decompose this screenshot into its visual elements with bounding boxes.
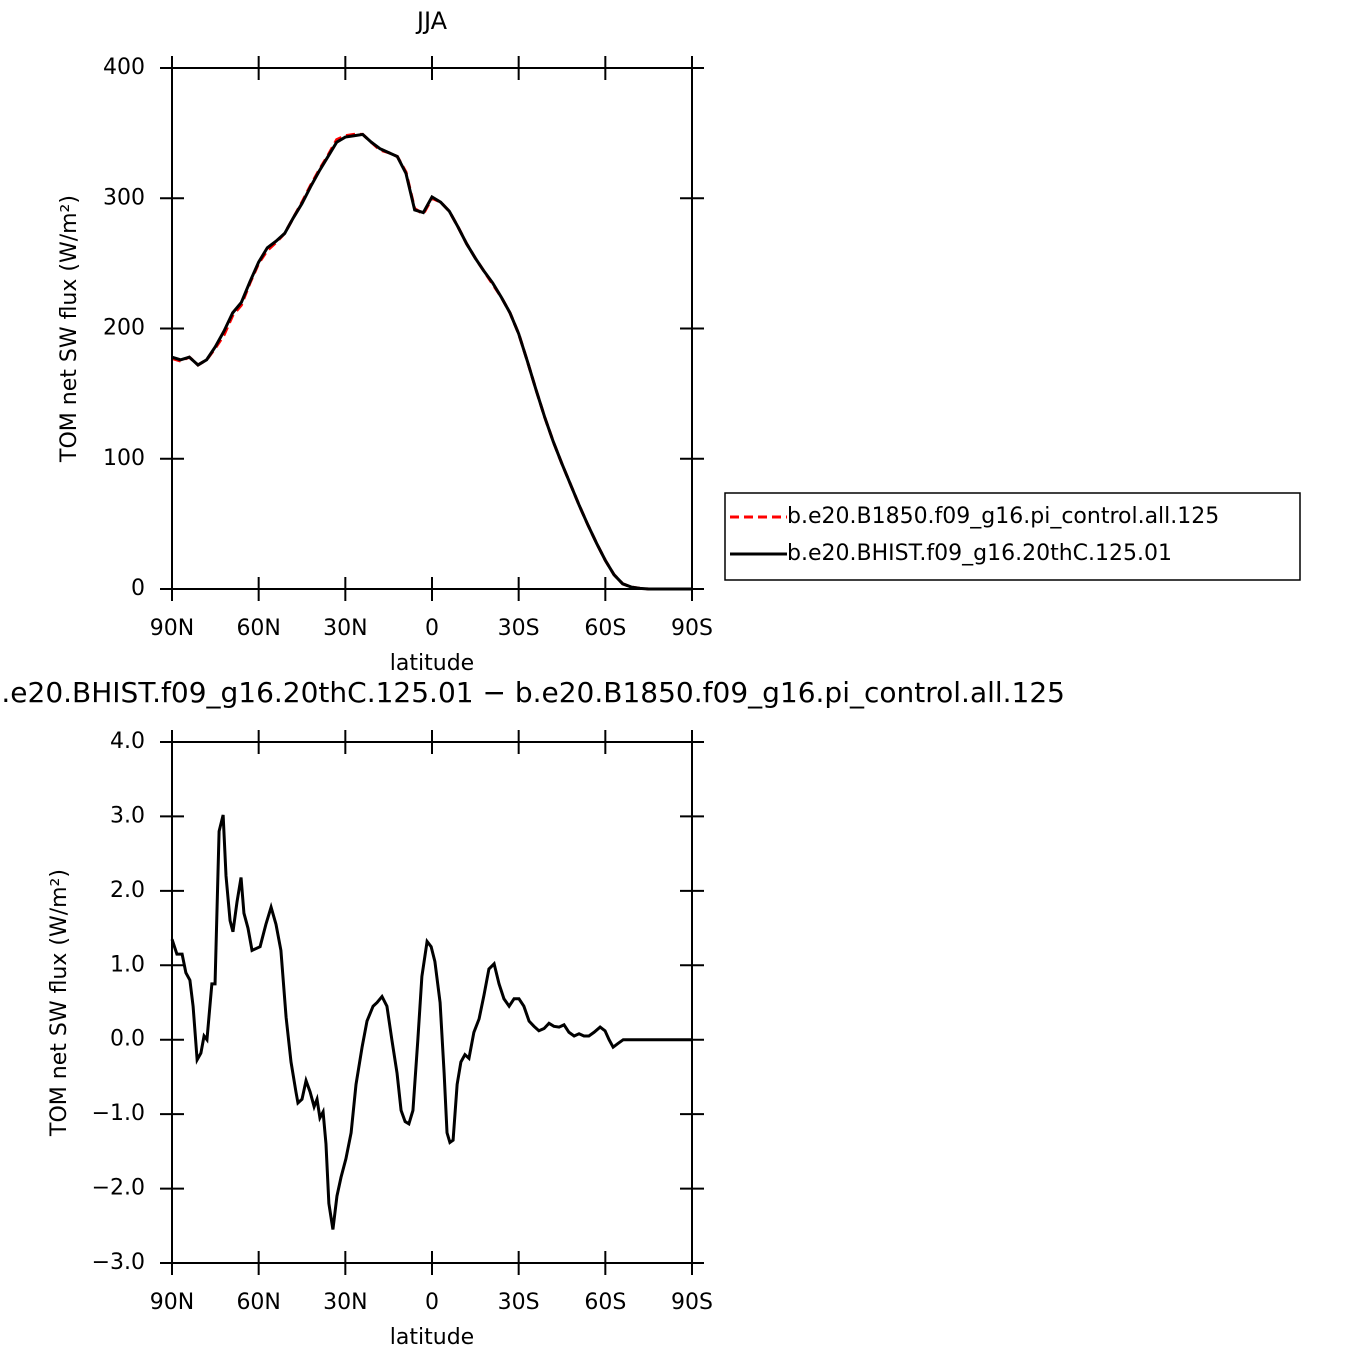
x-tick-label: 30N (323, 1290, 367, 1315)
y-tick-label: 0.0 (110, 1027, 145, 1052)
legend-label: b.e20.B1850.f09_g16.pi_control.all.125 (787, 504, 1219, 529)
legend-box (724, 492, 1301, 581)
x-axis-label: latitude (390, 651, 474, 676)
x-tick-label: 0 (425, 1290, 439, 1315)
chart-title: b.e20.BHIST.f09_g16.20thC.125.01 − b.e20… (0, 676, 1065, 709)
y-tick-label: 400 (103, 55, 145, 80)
x-tick-label: 60N (236, 1290, 280, 1315)
y-tick-label: 200 (103, 316, 145, 341)
x-tick-label: 90S (671, 1290, 713, 1315)
x-tick-label: 0 (425, 616, 439, 641)
x-axis-label: latitude (390, 1325, 474, 1350)
plot-frame (171, 741, 693, 1264)
y-tick-label: −1.0 (92, 1101, 145, 1126)
x-tick-label: 60S (584, 1290, 626, 1315)
data-line (171, 132, 692, 591)
y-tick-label: −2.0 (92, 1176, 145, 1201)
plot-frame (171, 67, 693, 590)
chart-title: JJA (415, 7, 448, 35)
y-axis-label: TOM net SW flux (W/m²) (47, 869, 72, 1137)
legend-label: b.e20.BHIST.f09_g16.20thC.125.01 (787, 541, 1172, 566)
y-tick-label: 0 (131, 576, 145, 601)
y-tick-label: 2.0 (110, 878, 145, 903)
x-tick-label: 90S (671, 616, 713, 641)
x-tick-label: 30S (498, 1290, 540, 1315)
y-tick-label: 1.0 (110, 952, 145, 977)
y-tick-label: 4.0 (110, 729, 145, 754)
y-axis-label: TOM net SW flux (W/m²) (57, 195, 82, 463)
x-tick-label: 90N (150, 616, 194, 641)
x-tick-label: 60N (236, 616, 280, 641)
data-line (170, 814, 692, 1230)
data-line (171, 132, 692, 591)
x-tick-label: 90N (150, 1290, 194, 1315)
x-tick-label: 30S (498, 616, 540, 641)
x-tick-label: 30N (323, 616, 367, 641)
y-tick-label: 300 (103, 185, 145, 210)
y-tick-label: 3.0 (110, 803, 145, 828)
y-tick-label: −3.0 (92, 1250, 145, 1275)
y-tick-label: 100 (103, 446, 145, 471)
x-tick-label: 60S (584, 616, 626, 641)
